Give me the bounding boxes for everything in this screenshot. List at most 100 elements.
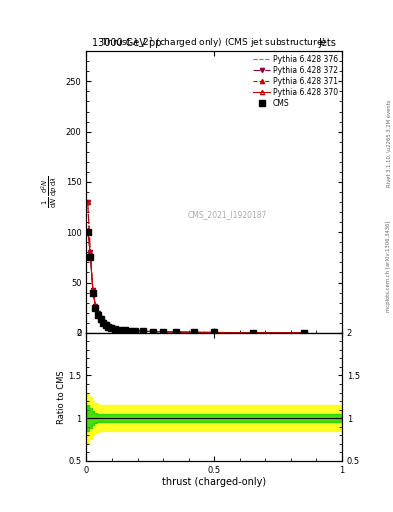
Pythia 6.428 372 — [161, 329, 165, 335]
Pythia 6.428 372 — [301, 330, 306, 336]
Pythia 6.428 372 — [133, 328, 138, 334]
CMS — [90, 289, 95, 295]
Pythia 6.428 371 — [95, 310, 100, 316]
Pythia 6.428 376 — [93, 304, 98, 310]
Pythia 6.428 376 — [151, 329, 155, 335]
CMS — [191, 329, 196, 335]
Pythia 6.428 370 — [108, 325, 113, 331]
CMS — [93, 305, 98, 311]
CMS — [108, 325, 113, 331]
Pythia 6.428 376 — [250, 330, 255, 336]
Y-axis label: Ratio to CMS: Ratio to CMS — [57, 370, 66, 423]
CMS — [128, 328, 132, 334]
Pythia 6.428 372 — [117, 327, 122, 333]
Text: Rivet 3.1.10, \u2265 3.2M events: Rivet 3.1.10, \u2265 3.2M events — [386, 99, 391, 187]
Pythia 6.428 372 — [93, 303, 98, 309]
Pythia 6.428 376 — [128, 328, 132, 334]
Text: mcplots.cern.ch [arXiv:1306.3436]: mcplots.cern.ch [arXiv:1306.3436] — [386, 221, 391, 312]
Pythia 6.428 372 — [95, 310, 100, 316]
Pythia 6.428 376 — [212, 329, 217, 335]
CMS — [112, 326, 117, 332]
Pythia 6.428 372 — [90, 287, 95, 293]
Pythia 6.428 371 — [123, 327, 127, 333]
Line: CMS: CMS — [85, 229, 307, 335]
Pythia 6.428 372 — [101, 318, 105, 325]
Pythia 6.428 376 — [123, 327, 127, 333]
Line: Pythia 6.428 371: Pythia 6.428 371 — [86, 200, 306, 335]
Pythia 6.428 372 — [128, 328, 132, 334]
CMS — [123, 327, 127, 333]
Pythia 6.428 371 — [151, 329, 155, 335]
CMS — [151, 329, 155, 335]
CMS — [101, 319, 105, 326]
Pythia 6.428 370 — [90, 288, 95, 294]
Text: 13000 GeV pp: 13000 GeV pp — [92, 38, 161, 48]
Pythia 6.428 371 — [191, 329, 196, 335]
Pythia 6.428 376 — [112, 326, 117, 332]
Pythia 6.428 376 — [301, 330, 306, 336]
Pythia 6.428 371 — [140, 328, 145, 334]
Pythia 6.428 370 — [128, 328, 132, 334]
Pythia 6.428 376 — [140, 328, 145, 334]
Pythia 6.428 370 — [151, 329, 155, 335]
CMS — [85, 229, 90, 236]
Pythia 6.428 371 — [301, 330, 306, 336]
Pythia 6.428 371 — [101, 318, 105, 325]
Pythia 6.428 371 — [88, 249, 93, 255]
Pythia 6.428 372 — [88, 249, 93, 255]
X-axis label: thrust (charged-only): thrust (charged-only) — [162, 477, 266, 487]
Pythia 6.428 371 — [98, 315, 103, 321]
Pythia 6.428 370 — [301, 330, 306, 336]
Pythia 6.428 372 — [106, 323, 110, 329]
Pythia 6.428 370 — [112, 326, 117, 332]
CMS — [161, 329, 165, 335]
CMS — [98, 315, 103, 322]
Pythia 6.428 372 — [151, 329, 155, 335]
Pythia 6.428 371 — [108, 324, 113, 330]
Pythia 6.428 370 — [140, 328, 145, 334]
Pythia 6.428 370 — [174, 329, 178, 335]
Y-axis label: $\frac{1}{\mathrm{d}N}\,\frac{\mathrm{d}^2N}{\mathrm{d}p\,\mathrm{d}\lambda}$: $\frac{1}{\mathrm{d}N}\,\frac{\mathrm{d}… — [40, 176, 60, 208]
Pythia 6.428 371 — [133, 328, 138, 334]
Pythia 6.428 370 — [250, 330, 255, 336]
Pythia 6.428 372 — [174, 329, 178, 335]
Pythia 6.428 376 — [101, 319, 105, 325]
Line: Pythia 6.428 372: Pythia 6.428 372 — [86, 200, 306, 335]
Pythia 6.428 372 — [212, 329, 217, 335]
Pythia 6.428 371 — [85, 199, 90, 205]
Pythia 6.428 370 — [123, 327, 127, 333]
Pythia 6.428 370 — [88, 252, 93, 259]
Pythia 6.428 370 — [106, 324, 110, 330]
Pythia 6.428 372 — [85, 199, 90, 205]
Pythia 6.428 370 — [98, 315, 103, 322]
Pythia 6.428 370 — [85, 227, 90, 233]
CMS — [174, 329, 178, 335]
Pythia 6.428 376 — [161, 329, 165, 335]
CMS — [250, 330, 255, 336]
Pythia 6.428 372 — [191, 329, 196, 335]
Pythia 6.428 370 — [101, 319, 105, 325]
Pythia 6.428 376 — [191, 329, 196, 335]
Pythia 6.428 370 — [191, 329, 196, 335]
Pythia 6.428 372 — [112, 326, 117, 332]
Pythia 6.428 371 — [174, 329, 178, 335]
Pythia 6.428 371 — [161, 329, 165, 335]
Pythia 6.428 370 — [133, 328, 138, 334]
Pythia 6.428 370 — [95, 311, 100, 317]
Pythia 6.428 370 — [103, 322, 108, 328]
CMS — [117, 327, 122, 333]
Pythia 6.428 372 — [250, 330, 255, 336]
Line: Pythia 6.428 370: Pythia 6.428 370 — [86, 228, 306, 335]
Pythia 6.428 370 — [93, 304, 98, 310]
Pythia 6.428 376 — [117, 327, 122, 333]
Pythia 6.428 371 — [212, 329, 217, 335]
Pythia 6.428 370 — [212, 329, 217, 335]
Pythia 6.428 376 — [133, 328, 138, 334]
Pythia 6.428 371 — [128, 328, 132, 334]
CMS — [88, 254, 93, 261]
Pythia 6.428 372 — [103, 321, 108, 327]
Pythia 6.428 376 — [103, 322, 108, 328]
Title: Thrust $\lambda\_2^1$ (charged only) (CMS jet substructure): Thrust $\lambda\_2^1$ (charged only) (CM… — [101, 35, 327, 50]
Text: Jets: Jets — [319, 38, 337, 48]
Pythia 6.428 376 — [106, 324, 110, 330]
